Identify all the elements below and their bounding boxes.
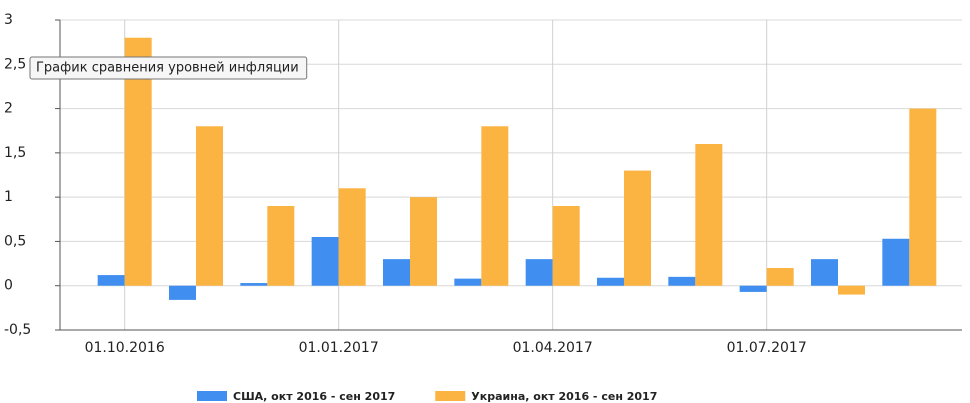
bar — [766, 268, 794, 286]
legend-label: Украина, окт 2016 - сен 2017 — [471, 390, 657, 403]
bar — [597, 277, 624, 286]
bar — [169, 285, 196, 300]
bar — [882, 238, 910, 286]
y-tick-label: -0,5 — [4, 322, 31, 338]
bar — [811, 259, 838, 286]
legend-swatch — [197, 391, 227, 401]
bar — [383, 259, 410, 286]
bar — [410, 197, 437, 286]
bar — [838, 285, 865, 295]
bar — [267, 206, 295, 286]
legend-swatch — [435, 391, 466, 401]
bar — [311, 237, 339, 286]
bar — [668, 276, 696, 286]
bar — [338, 188, 366, 286]
y-tick-label: 1,5 — [4, 145, 26, 161]
x-tick-label: 01.01.2017 — [299, 340, 379, 356]
bar — [240, 283, 268, 286]
y-tick-label: 2 — [4, 101, 13, 117]
tooltip-box — [29, 56, 308, 80]
bar — [909, 108, 937, 286]
y-tick-label: 3 — [4, 12, 13, 28]
bar — [624, 170, 651, 286]
legend-label: США, окт 2016 - сен 2017 — [233, 390, 395, 403]
bar — [196, 126, 223, 286]
bar — [97, 275, 125, 286]
x-tick-label: 01.07.2017 — [727, 340, 807, 356]
bar — [525, 259, 553, 286]
y-tick-label: 1 — [4, 189, 13, 205]
bar — [552, 206, 580, 286]
tooltip-text: График сравнения уровней инфляции — [36, 61, 299, 76]
y-tick-label: 0 — [4, 278, 13, 294]
bar — [739, 285, 767, 292]
x-tick-label: 01.04.2017 — [513, 340, 593, 356]
bar — [454, 278, 482, 286]
bar — [481, 126, 509, 286]
y-tick-label: 2,5 — [4, 56, 26, 72]
y-tick-label: 0,5 — [4, 233, 26, 249]
bar — [695, 144, 723, 286]
x-tick-label: 01.10.2016 — [85, 340, 165, 356]
